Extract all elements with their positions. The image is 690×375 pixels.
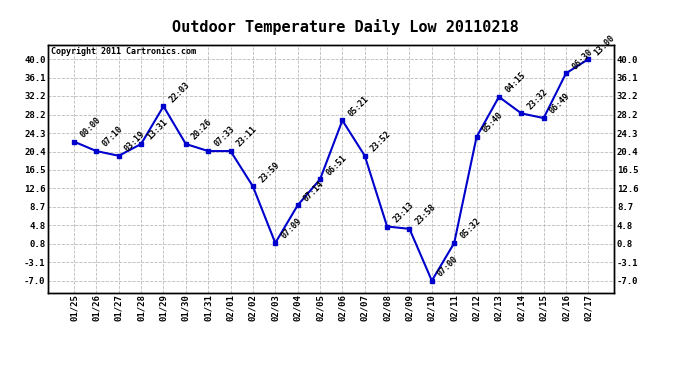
Text: 20:26: 20:26: [190, 118, 214, 142]
Text: 23:13: 23:13: [391, 200, 415, 224]
Text: 07:09: 07:09: [279, 217, 304, 241]
Text: 23:59: 23:59: [257, 160, 281, 184]
Text: 04:15: 04:15: [503, 70, 527, 95]
Text: 00:00: 00:00: [78, 116, 102, 140]
Text: 06:30: 06:30: [570, 47, 594, 71]
Text: 06:51: 06:51: [324, 153, 348, 177]
Text: 23:32: 23:32: [526, 87, 549, 111]
Text: 13:31: 13:31: [146, 118, 169, 142]
Text: 07:14: 07:14: [302, 179, 326, 203]
Text: Copyright 2011 Cartronics.com: Copyright 2011 Cartronics.com: [51, 48, 196, 57]
Text: 05:21: 05:21: [346, 94, 371, 118]
Text: 05:40: 05:40: [481, 111, 505, 135]
Text: 07:00: 07:00: [436, 255, 460, 279]
Text: 23:58: 23:58: [413, 202, 437, 227]
Text: 03:19: 03:19: [123, 130, 147, 154]
Text: 06:49: 06:49: [548, 92, 572, 116]
Text: 05:32: 05:32: [458, 217, 482, 241]
Text: 23:52: 23:52: [369, 130, 393, 154]
Text: 07:33: 07:33: [213, 125, 237, 149]
Text: 07:10: 07:10: [101, 125, 125, 149]
Text: Outdoor Temperature Daily Low 20110218: Outdoor Temperature Daily Low 20110218: [172, 19, 518, 35]
Text: 22:03: 22:03: [168, 80, 192, 104]
Text: 23:11: 23:11: [235, 125, 259, 149]
Text: 13:00: 13:00: [593, 33, 617, 57]
